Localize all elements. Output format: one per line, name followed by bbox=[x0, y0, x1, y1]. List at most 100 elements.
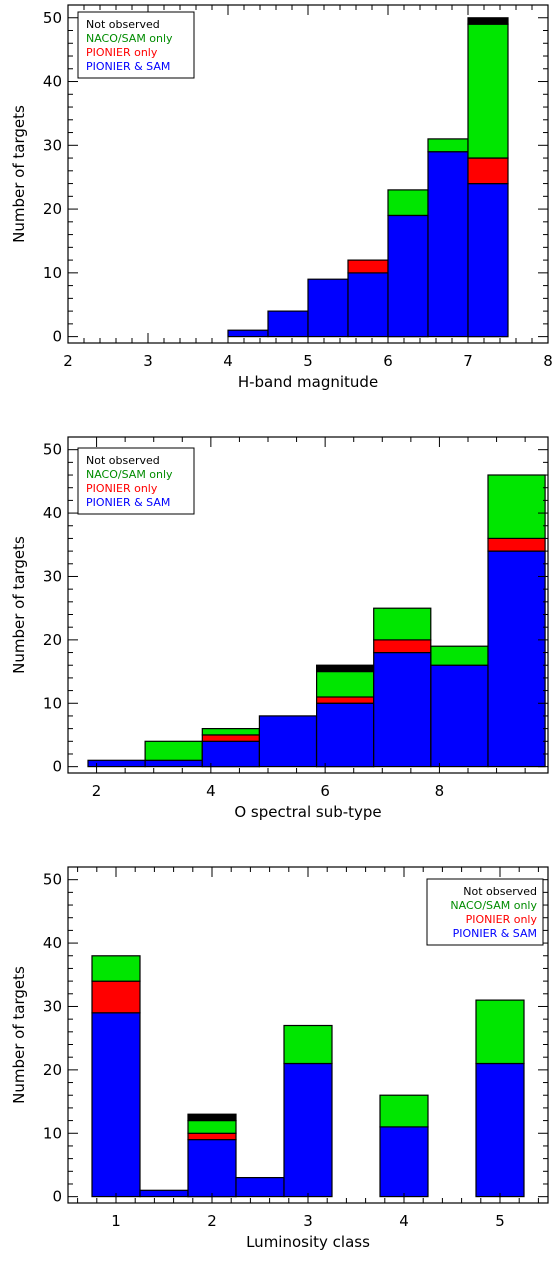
x-tick-label: 4 bbox=[399, 1212, 409, 1230]
bar-naco-sam-only-6 bbox=[427, 138, 469, 153]
bar-naco-sam-only-5 bbox=[283, 1024, 333, 1065]
y-tick-label: 0 bbox=[52, 1188, 62, 1206]
x-axis-label: Luminosity class bbox=[246, 1233, 370, 1251]
bar-pionier-sam-2 bbox=[139, 1189, 189, 1198]
bar-pionier-sam-2 bbox=[267, 310, 309, 338]
x-tick-label: 4 bbox=[223, 352, 233, 370]
bar-pionier-sam-3 bbox=[201, 740, 261, 768]
legend-entry-naco-sam-only: NACO/SAM only bbox=[86, 468, 173, 481]
y-tick-label: 0 bbox=[52, 328, 62, 346]
bar-pionier-only-3 bbox=[187, 1132, 237, 1141]
bar-pionier-sam-4 bbox=[258, 715, 318, 768]
y-axis-label: Number of targets bbox=[10, 966, 28, 1104]
bar-pionier-only-8 bbox=[487, 537, 546, 552]
x-tick-label: 6 bbox=[320, 782, 330, 800]
bar-naco-sam-only-3 bbox=[187, 1119, 237, 1134]
y-axis-label: Number of targets bbox=[10, 105, 28, 243]
legend-entry-pionier-only: PIONIER only bbox=[86, 482, 158, 495]
bar-naco-sam-only-8 bbox=[487, 474, 546, 540]
legend-box bbox=[77, 447, 195, 515]
legend-entry-naco-sam-only: NACO/SAM only bbox=[450, 899, 537, 912]
legend-box bbox=[426, 878, 544, 946]
legend-box bbox=[77, 11, 195, 79]
bar-naco-sam-only-5 bbox=[387, 189, 429, 216]
y-tick-label: 0 bbox=[52, 758, 62, 776]
legend-entry-not-observed: Not observed bbox=[463, 885, 537, 898]
y-tick-label: 10 bbox=[43, 264, 62, 282]
x-tick-label: 6 bbox=[383, 352, 393, 370]
bar-pionier-sam-7 bbox=[467, 183, 509, 338]
bar-pionier-sam-7 bbox=[430, 664, 489, 768]
y-tick-label: 10 bbox=[43, 694, 62, 712]
x-tick-label: 8 bbox=[543, 352, 553, 370]
x-tick-label: 2 bbox=[63, 352, 73, 370]
chart-panel-3: 0 10 20 30 40 50 1 2 3 4 5 Luminosity class Number o… bbox=[10, 866, 549, 1251]
bar-naco-sam-only-7 bbox=[475, 999, 525, 1065]
x-tick-label: 8 bbox=[435, 782, 445, 800]
y-tick-label: 30 bbox=[43, 136, 62, 154]
x-axis-label: H-band magnitude bbox=[238, 373, 378, 391]
legend-entry-not-observed: Not observed bbox=[86, 454, 160, 467]
plot-frame bbox=[67, 436, 549, 774]
bar-pionier-sam-6 bbox=[379, 1126, 429, 1198]
y-axis-label: Number of targets bbox=[10, 536, 28, 674]
bar-pionier-sam-4 bbox=[235, 1176, 285, 1198]
bar-naco-sam-only-6 bbox=[373, 607, 432, 641]
bar-pionier-sam-5 bbox=[283, 1062, 333, 1198]
bar-pionier-only-3 bbox=[201, 734, 261, 742]
bar-pionier-sam-5 bbox=[387, 214, 429, 338]
bar-pionier-sam-5 bbox=[316, 702, 375, 768]
bar-pionier-sam-6 bbox=[373, 651, 432, 768]
chart-panel-2: 0 10 20 30 40 50 2 4 6 8 O spectral sub-type Number… bbox=[10, 436, 549, 821]
y-tick-label: 30 bbox=[43, 997, 62, 1015]
y-tick-label: 20 bbox=[43, 200, 62, 218]
bar-pionier-sam-4 bbox=[347, 272, 389, 338]
y-tick-label: 50 bbox=[43, 871, 62, 889]
bar-pionier-sam-7 bbox=[475, 1062, 525, 1198]
bar-naco-sam-only-6 bbox=[379, 1094, 429, 1128]
bar-pionier-only-6 bbox=[373, 639, 432, 654]
bar-pionier-sam-1 bbox=[227, 329, 269, 338]
bar-pionier-sam-3 bbox=[307, 278, 349, 338]
bar-naco-sam-only-7 bbox=[467, 23, 509, 159]
bar-pionier-sam-2 bbox=[144, 759, 203, 768]
bar-pionier-sam-3 bbox=[187, 1138, 237, 1198]
bar-pionier-sam-6 bbox=[427, 151, 469, 338]
bar-naco-sam-only-2 bbox=[144, 740, 203, 761]
y-tick-label: 40 bbox=[43, 73, 62, 91]
x-tick-label: 3 bbox=[303, 1212, 313, 1230]
bar-naco-sam-only-3 bbox=[201, 727, 261, 736]
legend-entry-pionier-sam: PIONIER & SAM bbox=[86, 60, 170, 73]
x-tick-label: 5 bbox=[303, 352, 313, 370]
bar-pionier-sam-1 bbox=[91, 1012, 141, 1198]
bar-pionier-only-5 bbox=[316, 696, 375, 704]
legend-entry-pionier-only: PIONIER only bbox=[86, 46, 158, 59]
y-tick-label: 50 bbox=[43, 441, 62, 459]
y-tick-label: 50 bbox=[43, 9, 62, 27]
legend-entry-naco-sam-only: NACO/SAM only bbox=[86, 32, 173, 45]
x-tick-label: 3 bbox=[143, 352, 153, 370]
bar-pionier-only-4 bbox=[347, 259, 389, 274]
x-tick-label: 7 bbox=[463, 352, 473, 370]
bar-not-observed-7 bbox=[467, 17, 509, 25]
bar-not-observed-3 bbox=[187, 1113, 237, 1122]
legend-entry-pionier-sam: PIONIER & SAM bbox=[86, 496, 170, 509]
legend-entry-not-observed: Not observed bbox=[86, 18, 160, 31]
y-tick-label: 40 bbox=[43, 934, 62, 952]
y-tick-label: 30 bbox=[43, 567, 62, 585]
chart-panel-1: 0 10 20 30 40 50 2 3 4 5 6 7 8 H-band magnitude Number… bbox=[10, 4, 553, 391]
y-tick-label: 10 bbox=[43, 1124, 62, 1142]
bar-naco-sam-only-5 bbox=[316, 670, 375, 698]
bar-naco-sam-only-7 bbox=[430, 645, 489, 666]
x-axis-label: O spectral sub-type bbox=[234, 803, 381, 821]
y-tick-label: 40 bbox=[43, 504, 62, 522]
legend-entry-pionier-only: PIONIER only bbox=[466, 913, 538, 926]
bar-pionier-only-7 bbox=[467, 157, 509, 185]
legend-entry-pionier-sam: PIONIER & SAM bbox=[453, 927, 537, 940]
bar-not-observed-5 bbox=[316, 664, 375, 673]
x-tick-label: 5 bbox=[495, 1212, 505, 1230]
